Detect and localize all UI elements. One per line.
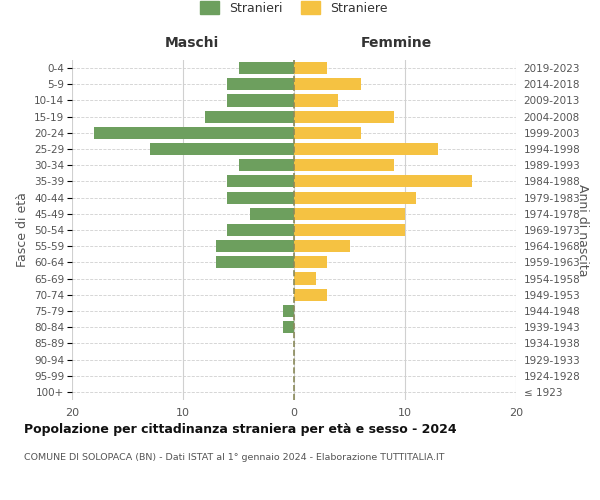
Bar [227, 176, 294, 188]
Bar [205, 110, 294, 122]
Bar [294, 240, 350, 252]
Legend: Stranieri, Straniere: Stranieri, Straniere [196, 0, 392, 20]
Bar [294, 62, 328, 74]
Text: Popolazione per cittadinanza straniera per età e sesso - 2024: Popolazione per cittadinanza straniera p… [24, 422, 457, 436]
Y-axis label: Anni di nascita: Anni di nascita [576, 184, 589, 276]
Bar [294, 176, 472, 188]
Text: Femmine: Femmine [361, 36, 432, 50]
Bar [294, 110, 394, 122]
Bar [150, 143, 294, 155]
Bar [94, 127, 294, 139]
Bar [227, 224, 294, 236]
Bar [283, 321, 294, 333]
Bar [227, 78, 294, 90]
Bar [294, 159, 394, 172]
Bar [227, 192, 294, 203]
Bar [294, 192, 416, 203]
Text: COMUNE DI SOLOPACA (BN) - Dati ISTAT al 1° gennaio 2024 - Elaborazione TUTTITALI: COMUNE DI SOLOPACA (BN) - Dati ISTAT al … [24, 452, 445, 462]
Y-axis label: Fasce di età: Fasce di età [16, 192, 29, 268]
Bar [294, 224, 405, 236]
Bar [294, 127, 361, 139]
Bar [239, 62, 294, 74]
Bar [283, 305, 294, 317]
Bar [294, 256, 328, 268]
Bar [294, 78, 361, 90]
Bar [294, 288, 328, 301]
Text: Maschi: Maschi [165, 36, 219, 50]
Bar [227, 94, 294, 106]
Bar [294, 272, 316, 284]
Bar [217, 256, 294, 268]
Bar [294, 143, 439, 155]
Bar [294, 94, 338, 106]
Bar [217, 240, 294, 252]
Bar [239, 159, 294, 172]
Bar [250, 208, 294, 220]
Bar [294, 208, 405, 220]
